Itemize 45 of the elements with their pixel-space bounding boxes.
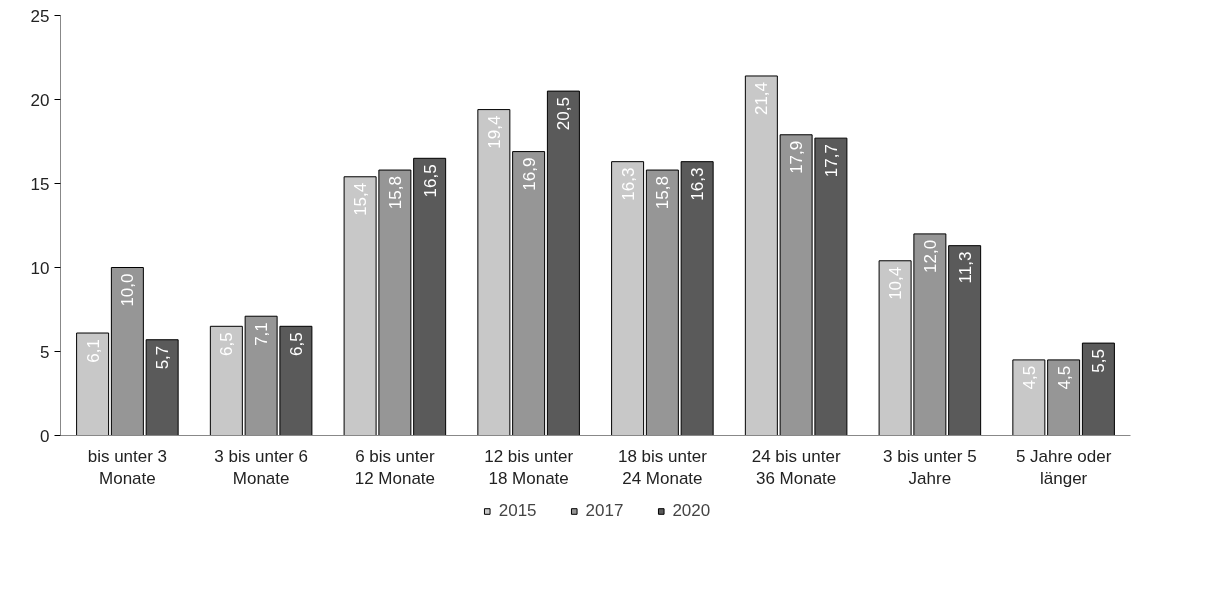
data-label: 17,9	[787, 140, 807, 174]
x-tick-label: 12 bis unter 18 Monate	[484, 446, 574, 489]
bar	[76, 332, 110, 436]
data-label: 16,3	[688, 167, 708, 201]
y-tick-label: 20	[30, 90, 50, 110]
bar	[611, 161, 645, 436]
bar	[477, 109, 511, 436]
y-tick-label: 25	[30, 6, 50, 26]
data-label: 16,5	[420, 164, 440, 198]
x-tick-label: 3 bis unter 6 Monate	[214, 446, 308, 489]
bar	[1081, 342, 1115, 436]
data-label: 4,5	[1054, 365, 1074, 390]
x-tick-label: 3 bis unter 5 Jahre	[883, 446, 977, 489]
legend-label: 2017	[585, 501, 624, 521]
data-label: 20,5	[554, 97, 574, 131]
data-label: 11,3	[955, 251, 975, 284]
bar	[1012, 359, 1046, 436]
data-label: 6,5	[286, 332, 306, 356]
x-tick-label: 18 bis unter 24 Monate	[617, 446, 708, 489]
bar	[645, 169, 679, 436]
bar	[1047, 359, 1081, 436]
y-tick-label: 10	[30, 258, 50, 278]
data-label: 10,0	[118, 273, 138, 307]
bar	[512, 151, 546, 436]
legend-label: 2020	[672, 501, 711, 521]
bar	[145, 339, 179, 436]
data-label: 5,5	[1089, 349, 1109, 373]
data-label: 7,1	[252, 322, 272, 346]
y-tick-label: 0	[40, 426, 50, 446]
bar	[680, 161, 714, 436]
x-tick-label: 24 bis unter 36 Monate	[751, 446, 841, 489]
data-label: 16,9	[519, 157, 539, 191]
x-tick-label: 6 bis unter 12 Monate	[354, 446, 436, 489]
bar	[110, 267, 144, 436]
y-tick-label: 5	[40, 342, 50, 362]
data-label: 15,8	[385, 176, 405, 210]
bar	[546, 90, 580, 436]
data-label: 17,7	[821, 144, 841, 178]
data-label: 5,7	[153, 345, 173, 370]
y-tick-label: 15	[30, 174, 50, 194]
legend-label: 2015	[498, 501, 537, 521]
data-label: 12,0	[920, 239, 940, 273]
data-label: 15,8	[653, 176, 673, 210]
x-tick-label: bis unter 3 Monate	[87, 446, 168, 489]
x-tick-label: 5 Jahre oder länger	[1015, 446, 1112, 489]
